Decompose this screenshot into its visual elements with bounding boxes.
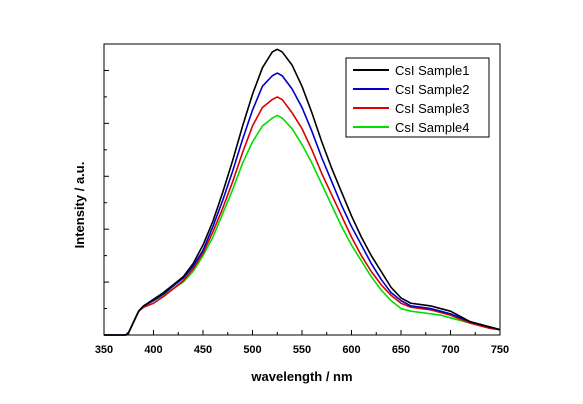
x-tick-label: 400 bbox=[144, 344, 162, 356]
legend-label-csi-sample1: CsI Sample1 bbox=[395, 63, 469, 78]
y-axis-title: Intensity / a.u. bbox=[72, 162, 87, 249]
x-axis-title: wavelength / nm bbox=[250, 369, 352, 384]
x-tick-label: 350 bbox=[95, 344, 113, 356]
legend-label-csi-sample2: CsI Sample2 bbox=[395, 82, 469, 97]
x-tick-label: 750 bbox=[491, 344, 509, 356]
x-tick-label: 650 bbox=[392, 344, 410, 356]
x-tick-label: 450 bbox=[194, 344, 212, 356]
series-line-csi-sample4 bbox=[104, 114, 501, 336]
legend: CsI Sample1 CsI Sample2 CsI Sample3 CsI Sam… bbox=[345, 57, 490, 138]
x-tick-label: 600 bbox=[342, 344, 360, 356]
series-layer bbox=[104, 48, 501, 336]
x-axis-ticks: 350 400 450 500 550 600 650 700 750 bbox=[95, 330, 509, 356]
x-tick-label: 700 bbox=[441, 344, 459, 356]
legend-frame bbox=[345, 57, 490, 138]
legend-items: CsI Sample1 CsI Sample2 CsI Sample3 CsI Sam… bbox=[353, 63, 469, 135]
series-line-csi-sample1 bbox=[104, 48, 501, 336]
series-line-csi-sample3 bbox=[104, 96, 501, 336]
x-tick-label: 550 bbox=[293, 344, 311, 356]
legend-label-csi-sample3: CsI Sample3 bbox=[395, 101, 469, 116]
legend-label-csi-sample4: CsI Sample4 bbox=[395, 120, 469, 135]
series-line-csi-sample2 bbox=[104, 72, 501, 336]
x-tick-label: 500 bbox=[243, 344, 261, 356]
